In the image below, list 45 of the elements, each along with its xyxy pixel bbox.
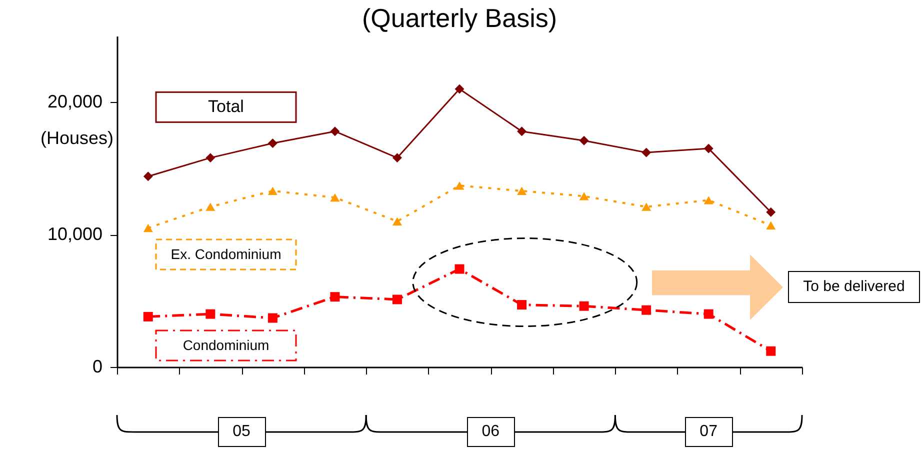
point	[766, 221, 776, 230]
point	[642, 305, 652, 315]
text: 07	[684, 417, 733, 447]
point	[206, 153, 216, 163]
point	[143, 172, 153, 182]
point	[454, 264, 464, 274]
point	[642, 202, 652, 211]
point	[517, 186, 527, 196]
point	[268, 138, 278, 148]
point	[392, 294, 402, 304]
y-tick-label: 0	[92, 356, 102, 376]
text: 06	[466, 417, 515, 447]
point	[330, 126, 340, 136]
point	[704, 309, 714, 319]
y-tick-label: 20,000	[47, 92, 102, 112]
point	[704, 144, 714, 154]
series-label: Ex. Condominium	[170, 245, 282, 264]
point	[206, 309, 216, 319]
point	[579, 301, 589, 311]
point	[143, 312, 153, 322]
point	[268, 186, 278, 196]
y-tick-label: 10,000	[47, 224, 102, 244]
point	[206, 202, 216, 211]
point	[766, 346, 776, 356]
point	[517, 300, 527, 310]
point	[330, 193, 340, 202]
point	[579, 192, 589, 200]
point	[517, 126, 527, 136]
point	[268, 313, 278, 323]
point	[454, 182, 464, 190]
point	[579, 136, 589, 146]
point	[704, 196, 714, 204]
text: To be delivered	[788, 271, 920, 304]
point	[392, 153, 402, 163]
chart-title: (Quarterly Basis)	[362, 3, 558, 33]
point	[143, 224, 153, 232]
point	[330, 292, 340, 302]
point	[766, 207, 776, 217]
point	[454, 84, 464, 94]
point	[392, 217, 402, 226]
point	[642, 148, 652, 158]
y-axis-title: (Houses)	[40, 128, 114, 148]
text: 05	[218, 417, 266, 447]
series-label: Condominium	[182, 336, 270, 356]
series-label: Total	[207, 96, 245, 118]
